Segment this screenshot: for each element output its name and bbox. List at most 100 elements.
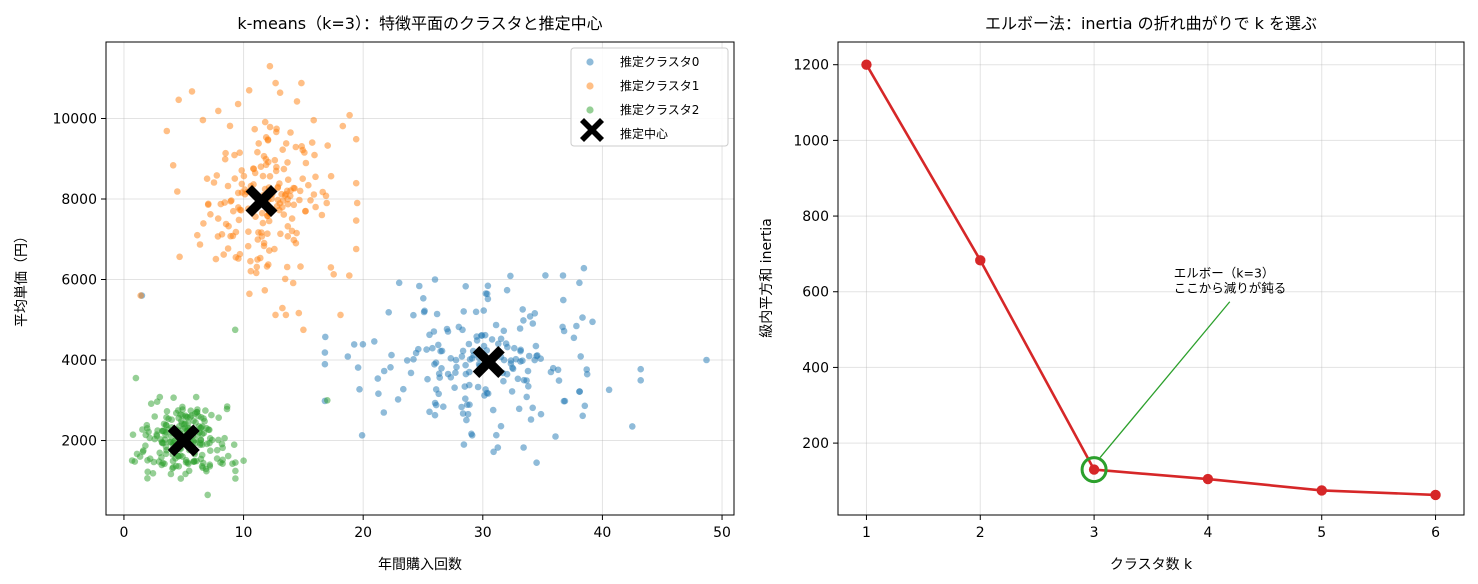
- scatter-point-cluster0: [433, 310, 441, 318]
- scatter-point-cluster0: [497, 422, 505, 430]
- scatter-point-cluster1: [272, 167, 280, 175]
- elbow-ticks: 1 2 3 4 5 6 200 400 600 800 1000 1200: [793, 58, 1440, 541]
- y-tick-label: 200: [802, 436, 829, 452]
- scatter-point-cluster1: [169, 162, 177, 169]
- scatter-point-cluster0: [453, 363, 460, 371]
- scatter-point-cluster0: [559, 323, 566, 331]
- scatter-point-cluster1: [292, 143, 300, 151]
- scatter-point-cluster0: [480, 342, 488, 350]
- scatter-point-cluster1: [319, 188, 327, 196]
- y-tick-label: 6000: [61, 273, 97, 289]
- scatter-point-cluster1: [266, 247, 273, 254]
- scatter-point-cluster1: [175, 96, 182, 104]
- scatter-point-cluster0: [321, 360, 329, 368]
- scatter-point-cluster1: [221, 199, 228, 206]
- scatter-point-cluster2: [231, 326, 239, 334]
- scatter-point-cluster1: [203, 175, 211, 182]
- scatter-x-label: 年間購入回数: [378, 557, 462, 573]
- scatter-point-cluster2: [147, 400, 155, 408]
- scatter-point-cluster2: [240, 457, 247, 465]
- scatter-point-cluster1: [234, 100, 242, 108]
- scatter-point-cluster0: [524, 367, 532, 375]
- scatter-point-cluster1: [222, 149, 229, 157]
- scatter-point-cluster0: [497, 335, 505, 343]
- scatter-point-cluster0: [458, 353, 466, 360]
- scatter-point-cluster0: [452, 356, 460, 364]
- scatter-point-cluster0: [517, 347, 524, 355]
- scatter-point-cluster2: [167, 470, 175, 478]
- x-tick-label: 3: [1090, 525, 1099, 541]
- scatter-point-cluster0: [388, 351, 395, 359]
- scatter-point-cluster2: [143, 421, 151, 429]
- scatter-point-cluster0: [507, 357, 515, 364]
- scatter-point-cluster0: [489, 406, 497, 414]
- scatter-point-cluster0: [466, 381, 473, 389]
- scatter-point-cluster0: [460, 308, 468, 315]
- scatter-point-cluster1: [298, 79, 305, 87]
- scatter-point-cluster1: [276, 89, 284, 96]
- scatter-point-cluster0: [455, 323, 463, 331]
- scatter-point-cluster1: [212, 255, 220, 263]
- scatter-point-cluster1: [260, 152, 268, 160]
- legend-marker-cluster0: [586, 58, 594, 66]
- scatter-point-cluster2: [196, 441, 204, 449]
- scatter-point-cluster0: [507, 272, 514, 280]
- scatter-point-cluster0: [400, 385, 407, 393]
- scatter-point-cluster2: [129, 431, 137, 439]
- scatter-point-cluster1: [214, 215, 222, 222]
- scatter-point-cluster2: [232, 475, 239, 482]
- scatter-point-cluster1: [302, 207, 309, 215]
- scatter-point-cluster0: [374, 375, 382, 382]
- scatter-point-cluster0: [460, 441, 468, 448]
- scatter-point-cluster1: [305, 181, 312, 189]
- scatter-point-cluster2: [175, 414, 182, 422]
- scatter-point-cluster0: [462, 395, 469, 403]
- scatter-point-cluster1: [265, 261, 272, 268]
- scatter-point-cluster0: [447, 374, 455, 381]
- scatter-ticks: 0 10 20 30 40 50 2000 4000 6000 8000 10000: [52, 111, 730, 541]
- scatter-point-cluster1: [318, 211, 326, 219]
- scatter-point-cluster2: [153, 432, 161, 440]
- scatter-point-cluster1: [257, 163, 265, 170]
- scatter-point-cluster1: [310, 191, 318, 198]
- scatter-point-cluster1: [221, 155, 229, 163]
- scatter-point-cluster0: [432, 401, 440, 409]
- scatter-point-cluster2: [163, 414, 170, 421]
- scatter-point-cluster0: [523, 393, 530, 401]
- scatter-chart: k-means（k=3）：特徴平面のクラスタと推定中心 0 10 20 30 40 50 2…: [14, 14, 735, 573]
- elbow-chart: エルボー法：inertia の折れ曲がりで k を選ぶ エルボー（k=3） ここ…: [759, 14, 1465, 573]
- scatter-point-cluster0: [577, 353, 584, 360]
- scatter-point-cluster0: [429, 344, 436, 352]
- scatter-point-cluster2: [208, 411, 215, 419]
- scatter-point-cluster1: [292, 239, 300, 247]
- scatter-point-cluster0: [420, 295, 427, 302]
- scatter-point-cluster0: [481, 331, 489, 339]
- scatter-point-cluster0: [438, 365, 445, 372]
- scatter-point-cluster2: [139, 426, 146, 433]
- center-marker: [245, 185, 278, 218]
- inertia-point: [1430, 489, 1441, 501]
- scatter-point-cluster1: [232, 228, 240, 236]
- scatter-point-cluster1: [261, 118, 269, 126]
- scatter-point-cluster1: [346, 111, 353, 119]
- scatter-point-cluster1: [310, 116, 318, 124]
- scatter-point-cluster0: [573, 322, 580, 330]
- scatter-point-cluster0: [484, 295, 492, 303]
- scatter-point-cluster1: [235, 216, 243, 224]
- scatter-point-cluster0: [703, 356, 710, 364]
- elbow-y-label: 級内平方和 inertia: [759, 218, 775, 338]
- scatter-point-cluster2: [192, 419, 199, 426]
- scatter-point-cluster1: [220, 251, 227, 258]
- inertia-point: [975, 255, 986, 266]
- scatter-point-cluster2: [182, 420, 189, 428]
- elbow-annotation: エルボー（k=3） ここから減りが鈍る: [1099, 266, 1286, 459]
- scatter-legend: 推定クラスタ0 推定クラスタ1 推定クラスタ2 推定中心: [570, 47, 729, 147]
- scatter-point-cluster0: [358, 432, 366, 439]
- scatter-point-cluster0: [416, 282, 423, 290]
- scatter-point-cluster0: [403, 357, 411, 364]
- scatter-point-cluster1: [299, 175, 307, 182]
- scatter-point-cluster0: [462, 361, 469, 369]
- scatter-point-cluster0: [436, 374, 444, 381]
- scatter-point-cluster0: [468, 432, 476, 439]
- scatter-point-cluster1: [273, 125, 280, 133]
